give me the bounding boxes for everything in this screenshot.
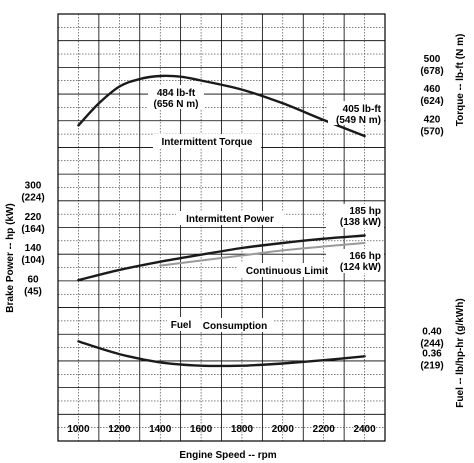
torque-tick-metric: (570) [420, 127, 443, 138]
power-end-line2: (138 kW) [340, 217, 381, 228]
intermittent-power-curve [77, 234, 366, 282]
power-end-line1: 185 hp [349, 206, 381, 217]
cont-label: Continuous Limit [246, 266, 329, 277]
torque-tick-labels: 500(678) 460(624) 420(570) [420, 54, 443, 138]
plot-frame [57, 13, 386, 442]
x-tick-label: 2400 [353, 424, 376, 435]
torque-end-line2: (549 N m) [336, 115, 381, 126]
torque-label: Intermittent Torque [162, 137, 253, 148]
fuel-tick-metric: (244) [420, 339, 443, 350]
x-tick-label: 2000 [272, 424, 295, 435]
fuel-axis-label: Fuel -- lb/hp-hr (g/kWh) [455, 298, 466, 407]
power-tick-metric: (164) [21, 224, 44, 235]
x-tick-label: 1800 [231, 424, 254, 435]
torque-peak-line1: 484 lb-ft [157, 88, 196, 99]
torque-peak-line2: (656 N m) [153, 99, 198, 110]
power-tick-labels: 300(224) 220(164) 140(104) 60(45) [21, 181, 44, 298]
cont-end-line1: 166 hp [349, 251, 381, 262]
x-axis-label: Engine Speed -- rpm [179, 450, 276, 461]
torque-tick-label: 460 [424, 84, 441, 95]
x-tick-labels: 1000 1200 1400 1600 1800 2000 2200 2400 [67, 424, 376, 435]
fuel-tick-label: 0.40 [422, 327, 442, 338]
annotations: 484 lb-ft (656 N m) 405 lb-ft (549 N m) … [148, 85, 384, 332]
power-axis-label: Brake Power -- hp (kW) [5, 203, 16, 312]
torque-axis-label: Torque -- lb-ft (N m) [455, 34, 466, 127]
power-tick-metric: (104) [21, 255, 44, 266]
x-tick-label: 1200 [108, 424, 131, 435]
intermittent-torque-curve [77, 74, 366, 138]
fuel-consumption-curve [77, 340, 366, 368]
power-tick-metric: (45) [24, 286, 42, 297]
continuous-limit-curve [159, 242, 366, 267]
power-tick-label: 300 [25, 181, 42, 192]
fuel-tick-metric: (219) [420, 361, 443, 372]
cont-end-line2: (124 kW) [340, 262, 381, 273]
fuel-label-word2: Consumption [203, 321, 267, 332]
torque-tick-metric: (678) [420, 66, 443, 77]
torque-tick-metric: (624) [420, 96, 443, 107]
power-tick-label: 60 [27, 274, 39, 285]
x-tick-label: 1000 [67, 424, 90, 435]
power-label: Intermittent Power [186, 214, 274, 225]
power-tick-label: 220 [25, 212, 42, 223]
fuel-tick-labels: 0.40(244)0.36(219) [420, 327, 443, 372]
x-tick-label: 1400 [149, 424, 172, 435]
x-tick-label: 1600 [190, 424, 213, 435]
fuel-tick-label: 0.36 [422, 349, 442, 360]
torque-tick-label: 500 [424, 54, 441, 65]
power-tick-metric: (224) [21, 193, 44, 204]
curves [77, 74, 366, 368]
torque-end-line1: 405 lb-ft [343, 104, 382, 115]
fuel-label-word1: Fuel [171, 320, 192, 331]
x-tick-label: 2200 [313, 424, 336, 435]
power-tick-label: 140 [25, 243, 42, 254]
torque-tick-label: 420 [424, 115, 441, 126]
